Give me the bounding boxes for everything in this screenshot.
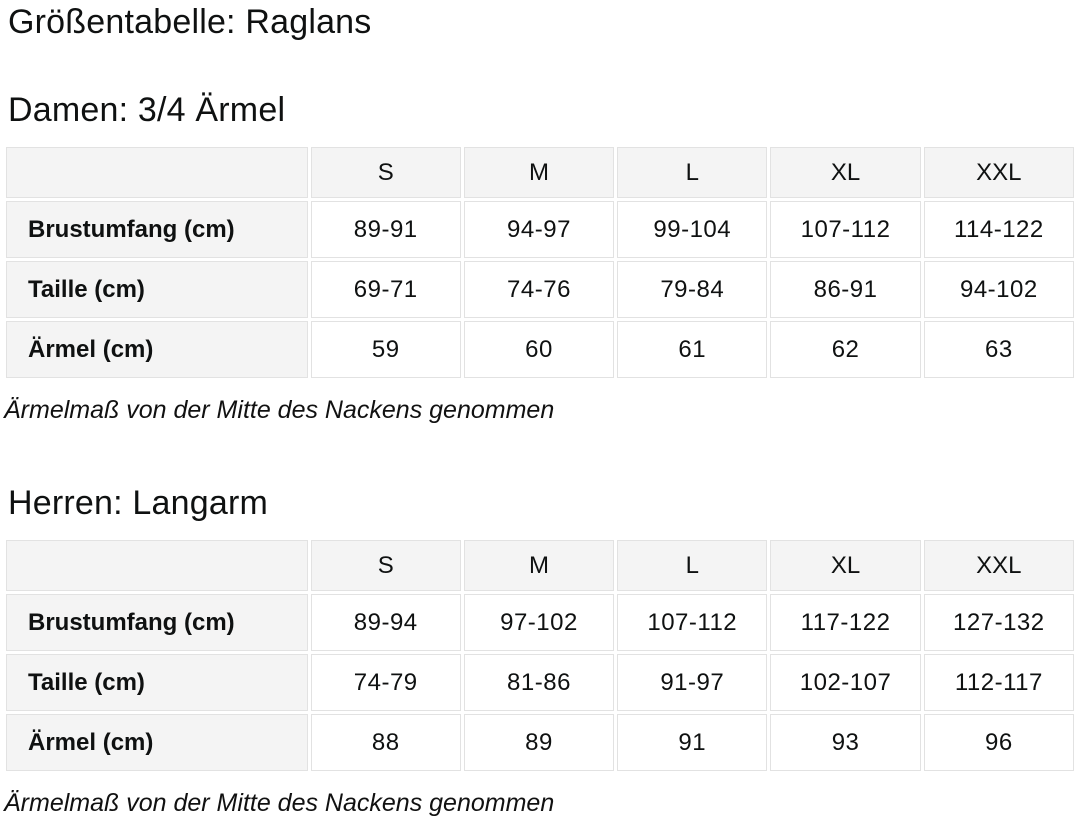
measurement-value-cell: 74-79: [310, 654, 461, 711]
table-row: Ärmel (cm) 88 89 91 93 96: [6, 714, 1074, 771]
measurement-value-cell: 86-91: [770, 261, 921, 318]
measurement-value-cell: 63: [923, 321, 1074, 378]
measurement-row-label: Brustumfang (cm): [6, 201, 308, 258]
measurement-value-cell: 97-102: [463, 594, 615, 651]
measurement-row-label: Ärmel (cm): [6, 714, 308, 771]
measurement-value-cell: 107-112: [617, 594, 768, 651]
size-table-damen-header: S M L XL XXL: [6, 147, 1074, 198]
size-column-header-l: L: [617, 540, 768, 591]
size-column-header-m: M: [463, 147, 615, 198]
size-table-herren: S M L XL XXL Brustumfang (cm) 89-94 97-102 107-…: [3, 537, 1077, 774]
corner-cell: [6, 540, 308, 591]
measurement-row-label: Ärmel (cm): [6, 321, 308, 378]
measurement-value-cell: 117-122: [770, 594, 921, 651]
measurement-row-label: Taille (cm): [6, 654, 308, 711]
size-column-header-xxl: XXL: [923, 540, 1074, 591]
sleeve-measure-note-herren: Ärmelmaß von der Mitte des Nackens genom…: [4, 789, 555, 817]
size-column-header-s: S: [310, 540, 461, 591]
size-table-damen: S M L XL XXL Brustumfang (cm) 89-91 94-97 99-10…: [3, 144, 1077, 381]
section-heading-damen: Damen: 3/4 Ärmel: [8, 91, 286, 129]
sleeve-measure-note-damen: Ärmelmaß von der Mitte des Nackens genom…: [4, 396, 555, 424]
size-column-header-xl: XL: [770, 147, 921, 198]
section-heading-herren: Herren: Langarm: [8, 484, 269, 522]
measurement-value-cell: 89: [463, 714, 615, 771]
measurement-row-label: Taille (cm): [6, 261, 308, 318]
measurement-value-cell: 102-107: [770, 654, 921, 711]
table-row: Taille (cm) 69-71 74-76 79-84 86-91 94-102: [6, 261, 1074, 318]
size-table-damen-body: Brustumfang (cm) 89-91 94-97 99-104 107-112 1…: [6, 201, 1074, 378]
measurement-value-cell: 60: [463, 321, 615, 378]
size-header-row: S M L XL XXL: [6, 147, 1074, 198]
measurement-value-cell: 94-102: [923, 261, 1074, 318]
measurement-value-cell: 89-91: [310, 201, 461, 258]
measurement-value-cell: 93: [770, 714, 921, 771]
page-title: Größentabelle: Raglans: [8, 3, 372, 41]
measurement-value-cell: 94-97: [463, 201, 615, 258]
measurement-value-cell: 96: [923, 714, 1074, 771]
measurement-value-cell: 81-86: [463, 654, 615, 711]
size-header-row: S M L XL XXL: [6, 540, 1074, 591]
measurement-value-cell: 61: [617, 321, 768, 378]
measurement-value-cell: 112-117: [923, 654, 1074, 711]
measurement-value-cell: 59: [310, 321, 461, 378]
measurement-value-cell: 74-76: [463, 261, 615, 318]
measurement-value-cell: 107-112: [770, 201, 921, 258]
measurement-value-cell: 114-122: [923, 201, 1074, 258]
measurement-value-cell: 127-132: [923, 594, 1074, 651]
table-row: Ärmel (cm) 59 60 61 62 63: [6, 321, 1074, 378]
table-row: Brustumfang (cm) 89-94 97-102 107-112 117-12…: [6, 594, 1074, 651]
size-column-header-s: S: [310, 147, 461, 198]
measurement-value-cell: 79-84: [617, 261, 768, 318]
corner-cell: [6, 147, 308, 198]
size-table-herren-header: S M L XL XXL: [6, 540, 1074, 591]
measurement-value-cell: 69-71: [310, 261, 461, 318]
table-row: Taille (cm) 74-79 81-86 91-97 102-107 112-117: [6, 654, 1074, 711]
measurement-value-cell: 62: [770, 321, 921, 378]
measurement-value-cell: 89-94: [310, 594, 461, 651]
size-column-header-m: M: [463, 540, 615, 591]
measurement-row-label: Brustumfang (cm): [6, 594, 308, 651]
measurement-value-cell: 91-97: [617, 654, 768, 711]
size-table-herren-body: Brustumfang (cm) 89-94 97-102 107-112 117-12…: [6, 594, 1074, 771]
measurement-value-cell: 91: [617, 714, 768, 771]
size-column-header-xl: XL: [770, 540, 921, 591]
measurement-value-cell: 99-104: [617, 201, 768, 258]
table-row: Brustumfang (cm) 89-91 94-97 99-104 107-112 1…: [6, 201, 1074, 258]
measurement-value-cell: 88: [310, 714, 461, 771]
size-column-header-xxl: XXL: [923, 147, 1074, 198]
size-column-header-l: L: [617, 147, 768, 198]
